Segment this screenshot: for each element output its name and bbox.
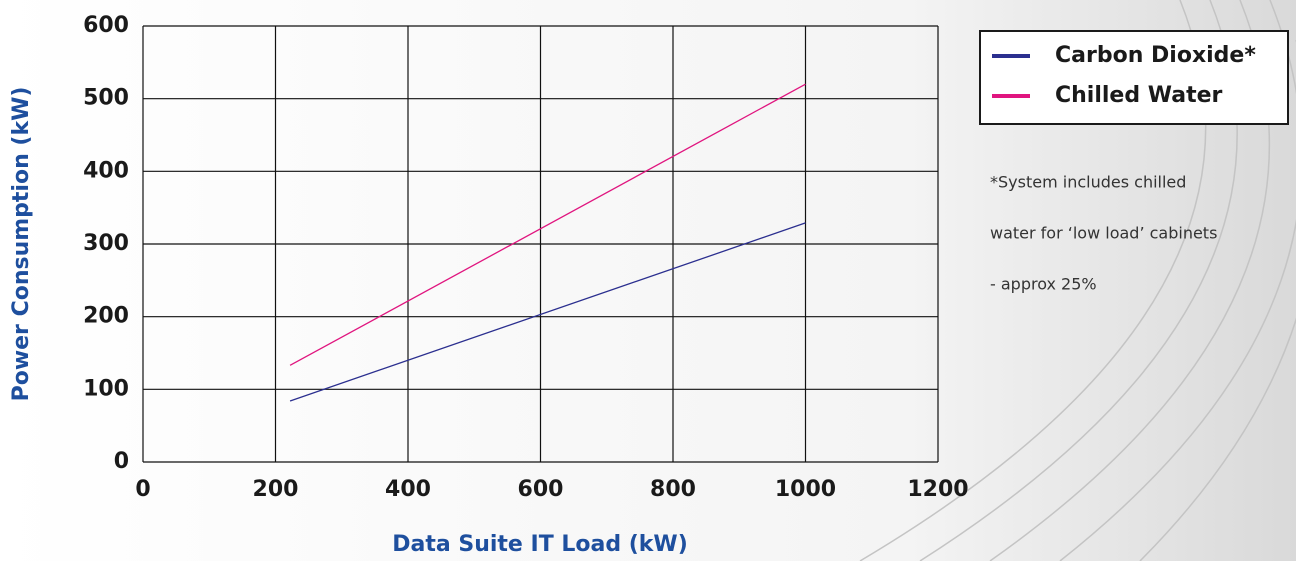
x-tick-label: 600 [518, 477, 564, 502]
x-tick-label: 1200 [907, 477, 968, 502]
y-tick-label: 400 [83, 158, 129, 183]
annotation: - approx 25% [990, 275, 1097, 294]
y-tick-label: 300 [83, 231, 129, 256]
legend-label: Carbon Dioxide* [1055, 43, 1256, 68]
y-tick-label: 600 [83, 13, 129, 38]
y-tick-label: 200 [83, 304, 129, 329]
x-tick-label: 0 [135, 477, 150, 502]
x-tick-label: 200 [253, 477, 299, 502]
y-tick-label: 100 [83, 376, 129, 401]
annotation: water for ‘low load’ cabinets [990, 224, 1217, 243]
x-tick-label: 400 [385, 477, 431, 502]
y-tick-label: 0 [114, 449, 129, 474]
annotation: *System includes chilled [990, 173, 1186, 192]
x-axis-label: Data Suite IT Load (kW) [392, 532, 688, 557]
x-tick-label: 1000 [775, 477, 836, 502]
legend-label: Chilled Water [1055, 83, 1223, 108]
page: {"chart_data": {"type": "line", "x_label… [0, 0, 1296, 561]
chart: Data Suite IT Load (kW) Power Consumptio… [0, 0, 1296, 561]
y-tick-label: 500 [83, 86, 129, 111]
x-tick-label: 800 [650, 477, 696, 502]
y-axis-label: Power Consumption (kW) [9, 87, 34, 402]
